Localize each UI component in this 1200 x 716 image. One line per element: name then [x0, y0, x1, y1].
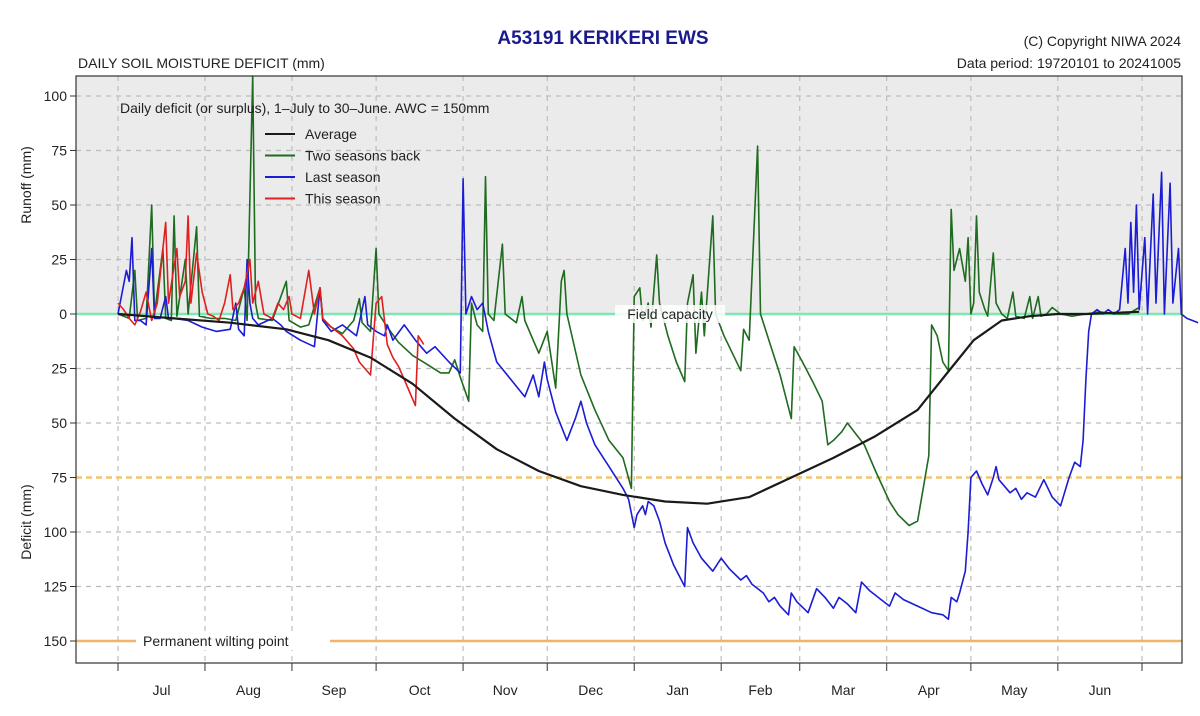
- y-tick-label: 100: [44, 524, 68, 540]
- y-tick-label: 0: [59, 306, 67, 322]
- y-axis-ticks: 100 75 50 25 0 25 50 75 100 125 150: [44, 88, 76, 649]
- legend-label-two-seasons-back: Two seasons back: [305, 148, 421, 164]
- legend-label-average: Average: [305, 126, 357, 142]
- y-axis-label-deficit: Deficit (mm): [18, 484, 34, 559]
- chart-subtitle: DAILY SOIL MOISTURE DEFICIT (mm): [78, 55, 325, 71]
- wilting-point-label: Permanent wilting point: [143, 633, 289, 649]
- chart-note: Daily deficit (or surplus), 1–July to 30…: [120, 100, 489, 116]
- x-tick-label-nov: Nov: [493, 682, 518, 698]
- y-tick-label: 125: [44, 579, 68, 595]
- plot-frame: [75, 75, 1183, 664]
- x-tick-label-apr: Apr: [918, 682, 940, 698]
- series-line-this-season: [117, 215, 425, 407]
- y-tick-label: 25: [51, 361, 67, 377]
- legend-label-last-season: Last season: [305, 169, 381, 185]
- series-line-average: [117, 310, 1140, 505]
- chart-title: A53191 KERIKERI EWS: [497, 28, 708, 49]
- y-tick-label: 50: [51, 197, 67, 213]
- x-tick-label-feb: Feb: [748, 682, 772, 698]
- field-capacity-label: Field capacity: [627, 306, 713, 322]
- x-tick-label-sep: Sep: [322, 682, 347, 698]
- field-capacity-label-bg: [615, 305, 725, 323]
- y-axis-label-runoff: Runoff (mm): [18, 146, 34, 224]
- y-tick-label: 75: [51, 470, 67, 486]
- data-period-text: Data period: 19720101 to 20241005: [957, 55, 1181, 71]
- y-tick-label: 50: [51, 415, 67, 431]
- x-tick-label-jun: Jun: [1089, 682, 1112, 698]
- copyright-text: (C) Copyright NIWA 2024: [1024, 33, 1182, 49]
- series-lines: [117, 75, 1199, 620]
- runoff-zone: [76, 76, 1182, 314]
- plot-border: [75, 75, 1183, 664]
- y-tick-label: 150: [44, 633, 68, 649]
- reference-line-labels: Field capacity Permanent wilting point: [136, 305, 725, 650]
- series-line-last-season: [117, 171, 1199, 620]
- x-tick-label-oct: Oct: [409, 682, 431, 698]
- wilting-point-label-bg: [136, 632, 330, 650]
- plot-background: [76, 76, 1182, 663]
- legend-label-this-season: This season: [305, 191, 380, 207]
- y-tick-label: 75: [51, 143, 67, 159]
- x-tick-label-jan: Jan: [666, 682, 689, 698]
- x-axis-ticks: Jul Aug Sep Oct Nov Dec Jan Feb Mar Apr May Jun: [117, 663, 1143, 698]
- x-tick-label-jul: Jul: [153, 682, 171, 698]
- x-tick-label-dec: Dec: [578, 682, 603, 698]
- series-line-two-seasons-back: [117, 75, 1140, 527]
- x-tick-label-mar: Mar: [831, 682, 855, 698]
- y-tick-label: 100: [44, 88, 68, 104]
- y-tick-label: 25: [51, 252, 67, 268]
- legend: Average Two seasons back Last season This s…: [265, 126, 421, 207]
- x-tick-label-aug: Aug: [236, 682, 261, 698]
- x-tick-label-may: May: [1001, 682, 1027, 698]
